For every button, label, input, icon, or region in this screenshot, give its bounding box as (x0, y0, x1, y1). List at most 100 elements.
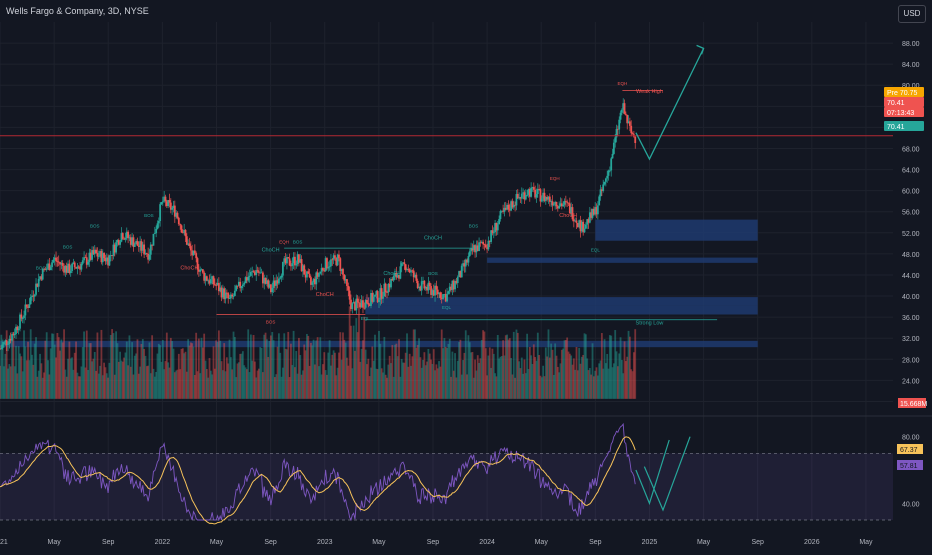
volume-bar (318, 366, 320, 399)
candle-body (306, 271, 308, 278)
price-label-text: Pre 70.75 (887, 90, 917, 97)
candle-body (452, 280, 455, 290)
volume-bar (84, 367, 87, 399)
annotation-label: BOS (63, 245, 73, 250)
volume-bar (189, 342, 192, 399)
rsi-line (0, 422, 636, 522)
candle-body (528, 189, 531, 197)
volume-bar (219, 340, 222, 399)
volume-bar (555, 355, 558, 399)
candle-body (300, 259, 303, 272)
candle-body (92, 250, 95, 255)
candle-body (387, 283, 390, 293)
candle-body (595, 207, 598, 215)
candle-body (216, 282, 219, 286)
candle-body (432, 290, 435, 296)
candle-body (536, 188, 539, 195)
volume-bar (47, 360, 49, 399)
currency-button[interactable]: USD (898, 5, 926, 23)
candle-body (48, 263, 51, 271)
volume-bar (271, 332, 274, 399)
candle-body (211, 276, 214, 280)
volume-bar (137, 373, 140, 399)
candle-body (406, 269, 408, 271)
candle-body (172, 205, 175, 209)
volume-bar (504, 335, 507, 399)
candle-body (276, 280, 279, 284)
candle-body (518, 197, 521, 199)
volume-bar (410, 365, 412, 399)
candle-body (60, 262, 63, 265)
candle-body (355, 298, 358, 311)
candle-body (607, 170, 610, 176)
volume-bar (48, 374, 51, 399)
candle-body (241, 284, 244, 287)
volume-bar (364, 349, 367, 399)
rsi-ma-line (0, 436, 636, 525)
candle-body (576, 222, 579, 228)
volume-bar (583, 333, 586, 399)
volume-bar (363, 316, 366, 399)
volume-bar (64, 369, 67, 399)
candle-body (514, 204, 517, 206)
candle-body (9, 338, 12, 341)
candle-body (284, 258, 287, 264)
x-tick-label: 2025 (642, 539, 658, 546)
candle-body (348, 290, 351, 300)
volume-label-text: 15.668M (900, 401, 927, 408)
volume-bar (454, 353, 456, 399)
volume-bar (55, 357, 57, 399)
volume-bar (368, 376, 371, 399)
candle-body (480, 241, 483, 243)
candle-body (203, 272, 206, 281)
candle-body (382, 296, 384, 299)
candle-body (467, 256, 470, 263)
candle-body (44, 269, 47, 271)
volume-bar (503, 355, 506, 399)
candle-body (215, 285, 218, 286)
volume-bar (575, 346, 578, 399)
candle-body (507, 204, 510, 210)
volume-bar (236, 363, 239, 399)
rsi-value-tag: 67.37 (897, 444, 923, 454)
volume-bar (81, 347, 84, 399)
volume-bar (251, 360, 254, 399)
candle-body (586, 219, 589, 225)
candle-body (535, 194, 538, 198)
volume-bar (279, 352, 282, 399)
volume-bar (471, 351, 474, 399)
volume-bar (65, 376, 68, 399)
volume-bar (264, 332, 267, 399)
candle-body (127, 231, 130, 239)
volume-bar (384, 374, 387, 399)
volume-bar (272, 340, 275, 399)
volume-bar (420, 367, 423, 399)
volume-bar (560, 349, 563, 399)
volume-bar (109, 334, 112, 399)
candle-body (351, 303, 354, 310)
candle-body (616, 128, 619, 130)
volume-bar (328, 340, 331, 399)
projection-arrow (635, 48, 705, 161)
volume-bar (116, 343, 119, 399)
volume-bar (97, 373, 100, 399)
price-label-tag: 07:13:43 (884, 107, 924, 117)
candle-body (228, 298, 231, 299)
candle-body (125, 231, 128, 239)
candle-body (290, 265, 292, 267)
volume-bar (144, 355, 147, 399)
candle-body (37, 278, 40, 287)
candle-body (591, 208, 594, 218)
candle-body (229, 294, 232, 299)
candle-body (608, 170, 611, 172)
candle-body (512, 204, 515, 208)
volume-bar (60, 339, 63, 399)
volume-bar (439, 366, 442, 399)
volume-bar (278, 333, 280, 399)
candle-body (566, 201, 569, 203)
x-tick-label: Sep (589, 539, 602, 546)
candle-body (193, 250, 196, 254)
volume-bar (117, 361, 120, 399)
volume-bar (451, 351, 454, 399)
